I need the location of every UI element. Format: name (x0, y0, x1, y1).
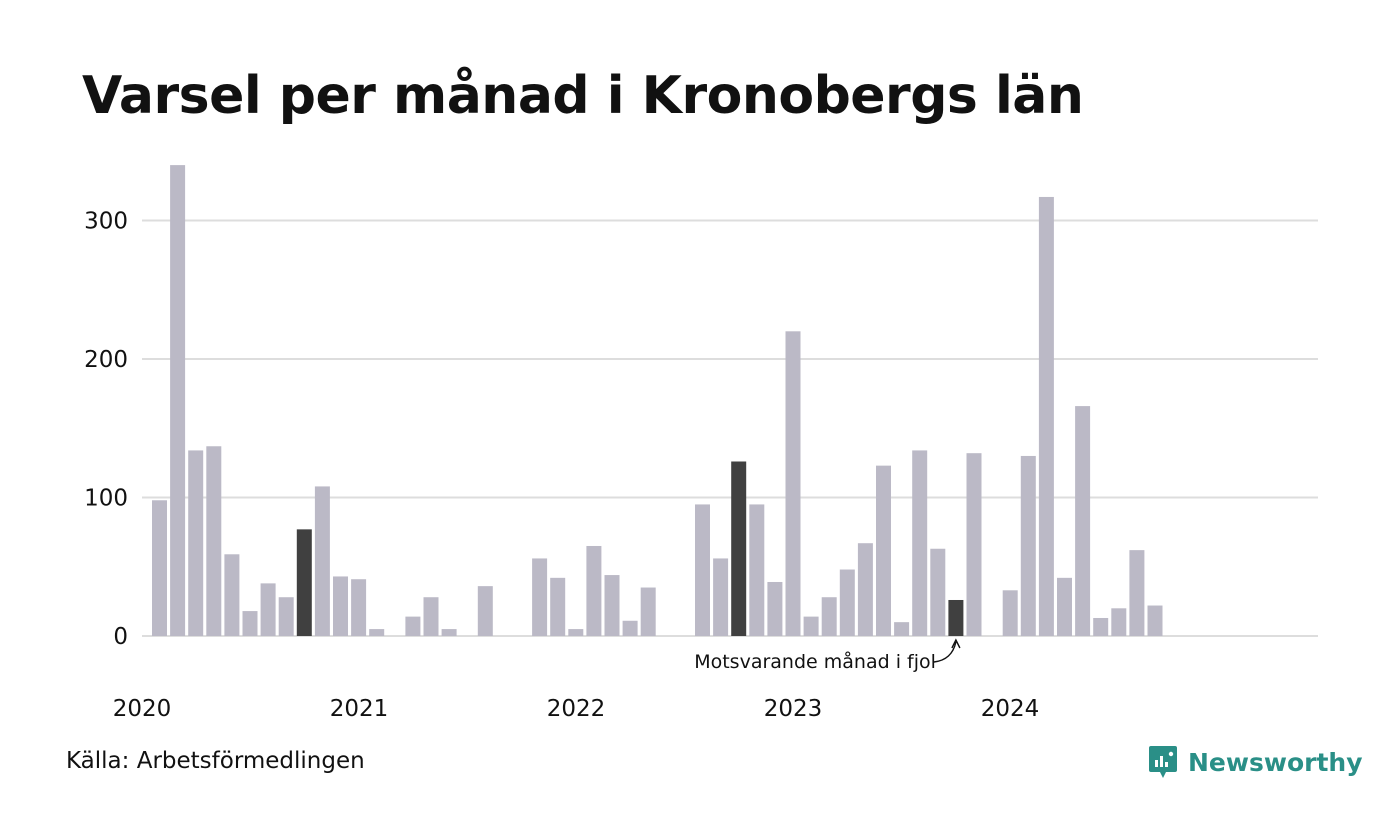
bar-2022-01 (586, 545, 602, 636)
bar-2021-03 (405, 616, 421, 636)
bar-2020-12 (351, 579, 367, 636)
bar-2023-06 (894, 622, 910, 636)
bar-2022-09 (731, 461, 747, 636)
bar-chart: 0 100 200 300 2020 2021 2022 2023 2024 Motsvaran… (84, 165, 1318, 723)
bar-2021-11 (550, 577, 566, 636)
source-credit: Källa: Arbetsförmedlingen (66, 748, 365, 774)
bar-2023-12 (1002, 590, 1018, 636)
bar-2024-07 (1129, 550, 1145, 636)
brand-name: Newsworthy (1188, 747, 1363, 777)
bar-2020-03 (188, 450, 204, 636)
y-tick-label-200: 200 (84, 347, 128, 373)
x-tick-label-2021: 2021 (330, 696, 389, 722)
brand-logo[interactable]: Newsworthy (1148, 744, 1363, 780)
bar-2023-01 (803, 616, 819, 636)
bar-2020-07 (260, 583, 276, 636)
bar-2021-04 (423, 597, 439, 636)
bar-2022-11 (767, 581, 783, 636)
bar-2023-04 (857, 543, 873, 636)
x-tick-label-2020: 2020 (113, 696, 172, 722)
bar-2020-06 (242, 611, 258, 636)
bar-2024-04 (1075, 406, 1091, 636)
bar-2020-09 (296, 529, 312, 636)
bar-2020-04 (206, 446, 222, 636)
bars (152, 165, 1163, 636)
bar-2021-01 (369, 629, 385, 636)
chart-title: Varsel per månad i Kronobergs län (82, 66, 1084, 126)
y-tick-label-100: 100 (84, 486, 128, 512)
bar-2024-05 (1093, 617, 1109, 636)
bar-2022-07 (695, 504, 710, 636)
bar-2021-10 (532, 558, 548, 636)
annotation-label: Motsvarande månad i fjol (694, 650, 936, 673)
bar-2022-04 (640, 587, 656, 636)
x-tick-label-2022: 2022 (547, 696, 606, 722)
bar-2020-10 (314, 486, 330, 636)
bar-2020-02 (170, 165, 186, 636)
bar-2022-02 (604, 575, 620, 636)
bar-2021-12 (568, 629, 584, 636)
newsworthy-logo-icon (1149, 746, 1177, 778)
bar-2023-02 (821, 597, 837, 636)
bar-2022-08 (713, 558, 729, 636)
bar-2024-02 (1038, 196, 1054, 636)
bar-2020-05 (224, 554, 240, 636)
bar-2020-01 (152, 500, 167, 636)
bar-2024-06 (1111, 608, 1127, 636)
axis-labels: 0 100 200 300 2020 2021 2022 2023 2024 (84, 209, 1039, 723)
bar-2023-07 (912, 450, 928, 636)
bar-2020-11 (333, 576, 348, 636)
bar-2024-01 (1020, 455, 1036, 636)
annotations: Motsvarande månad i fjol (694, 638, 961, 673)
bar-2022-12 (785, 331, 801, 636)
annotation-arrow (933, 641, 957, 663)
bar-2024-08 (1147, 605, 1163, 636)
bar-2023-05 (876, 465, 891, 636)
bar-2020-08 (278, 597, 294, 636)
bar-2023-10 (966, 453, 982, 636)
annotation-arrowhead (951, 638, 961, 649)
y-tick-label-300: 300 (84, 209, 128, 235)
bar-2021-07 (477, 586, 493, 636)
x-tick-label-2024: 2024 (981, 696, 1040, 722)
bar-2024-03 (1057, 577, 1072, 636)
bar-2022-03 (622, 620, 638, 636)
x-tick-label-2023: 2023 (764, 696, 823, 722)
bar-2023-09 (948, 599, 964, 636)
bar-2023-03 (839, 569, 855, 636)
bar-2022-10 (749, 504, 765, 636)
bar-2023-08 (930, 548, 946, 636)
y-tick-label-0: 0 (113, 624, 128, 650)
bar-2021-05 (441, 629, 457, 636)
